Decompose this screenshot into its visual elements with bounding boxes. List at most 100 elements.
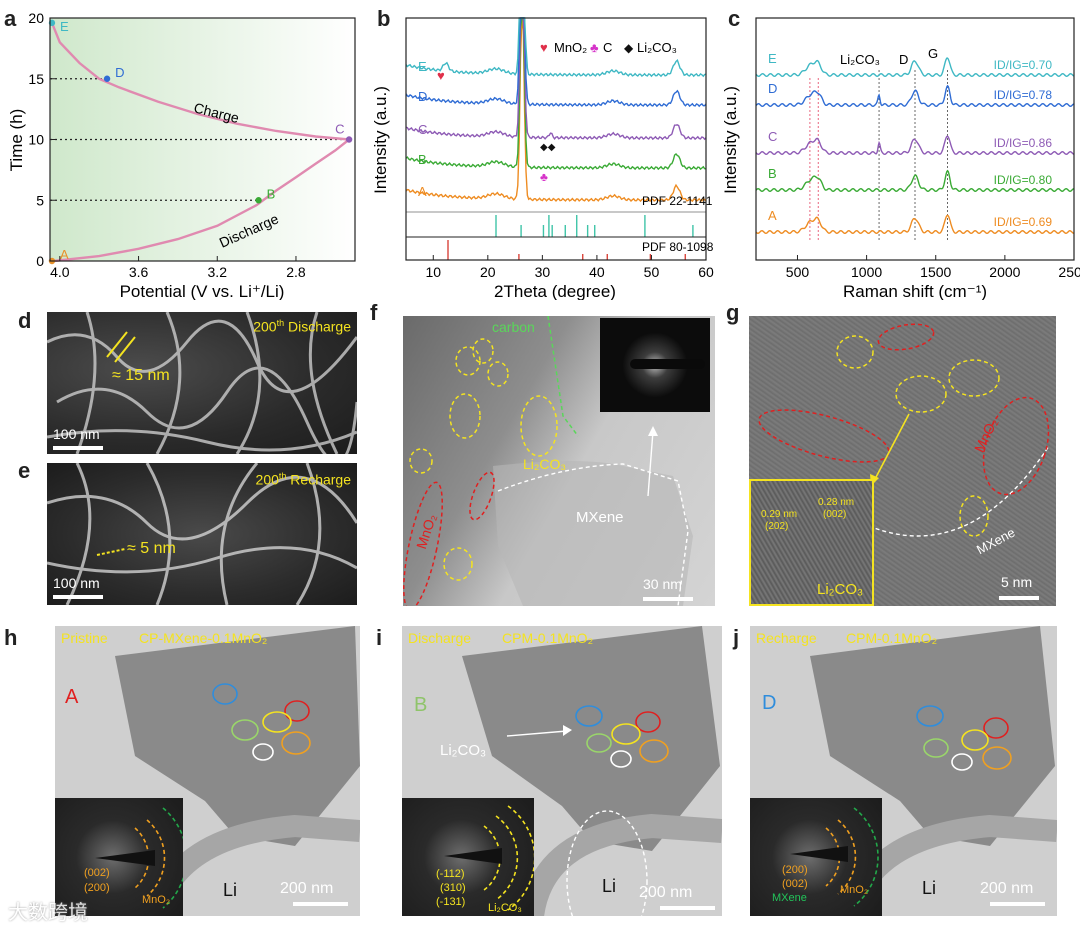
tem-j-li: Li	[922, 878, 937, 898]
sem-d-caption: 200th Discharge	[253, 318, 351, 335]
sem-e-caption: 200th Recharge	[255, 471, 351, 488]
sem-image-discharge: 200th Discharge ≈ 15 nm 100 nm	[47, 312, 357, 454]
chart-a-point-c	[345, 136, 353, 143]
tem-f-scalebar	[643, 597, 693, 601]
tem-f-mxene-label: MXene	[576, 509, 624, 526]
sem-image-recharge: 200th Recharge ≈ 5 nm 100 nm	[47, 463, 357, 605]
chart-b-series-label-d: D	[418, 89, 427, 104]
chart-b-xtick-label: 60	[698, 264, 714, 280]
legend-club-icon: ♣	[590, 40, 599, 55]
chart-b-series-a	[405, 17, 707, 203]
chart-b-series-label-a: A	[418, 184, 427, 199]
chart-c-series-label-b: B	[768, 166, 777, 181]
ring-neg131: (-131)	[436, 896, 466, 908]
ring-200-j: (200)	[782, 864, 808, 876]
chart-b-xtick-label: 50	[644, 264, 660, 280]
chart-a-point-d	[103, 75, 111, 82]
tem-image-f: carbon Li₂CO₃ MnO₂ MXene 30 nm	[403, 316, 715, 606]
peak-label-li2co3: Li₂CO₃	[840, 52, 880, 67]
chart-b-xlabel: 2Theta (degree)	[494, 282, 616, 300]
tem-i-scale-label: 200 nm	[639, 884, 693, 901]
chart-a-ytick-label: 5	[36, 192, 44, 208]
chart-b-xtick-label: 10	[425, 264, 441, 280]
chart-a-series-discharge	[53, 138, 350, 263]
panel-label-i: i	[376, 625, 383, 650]
chart-c-series-b	[755, 169, 1075, 193]
chart-a-ytick-label: 15	[28, 71, 44, 87]
peak-label-d: D	[899, 52, 908, 67]
chart-a-ytick-label: 10	[28, 132, 44, 148]
beam-stop	[630, 359, 705, 369]
legend-li2co3: Li₂CO₃	[637, 40, 677, 55]
chart-c-ratio-a: ID/IG=0.69	[994, 215, 1053, 229]
sem-d-scale-label: 100 nm	[53, 426, 100, 442]
panel-label-h: h	[4, 625, 18, 650]
chart-c-ratio-e: ID/IG=0.70	[994, 58, 1053, 72]
chart-a-ytick-label: 20	[28, 10, 44, 26]
chart-c-xtick-label: 500	[786, 264, 810, 280]
ring-phase-mxene: MXene	[772, 892, 807, 904]
chart-b-series-label-c: C	[418, 122, 427, 137]
panel-label-b: b	[377, 6, 391, 31]
chart-b-xtick-label: 20	[480, 264, 496, 280]
chart-c-series-c	[755, 135, 1075, 156]
chart-a-xlabel: Potential (V vs. Li⁺/Li)	[120, 282, 285, 300]
chart-c-frame	[755, 17, 1075, 261]
tem-h-diffraction-inset: (002) (200)	[55, 798, 183, 916]
tem-j-state: Recharge	[756, 630, 817, 646]
chart-c-xtick-label: 2500	[1058, 264, 1080, 280]
chart-a-xtick-label: 4.0	[50, 264, 70, 280]
inset-d2: 0.28 nm	[818, 497, 855, 508]
ref-label-2: PDF 80-1098	[642, 240, 714, 254]
chart-b-legend: ♥ MnO₂ ♣ C ◆ Li₂CO₃	[540, 40, 677, 55]
chart-c-ratio-b: ID/IG=0.80	[994, 173, 1053, 187]
ring-200: (200)	[84, 882, 110, 894]
tem-j-scale-label: 200 nm	[980, 880, 1034, 897]
chart-c-series-d	[755, 84, 1075, 108]
marker-diamond-icon: ◆◆	[540, 142, 556, 153]
tem-f-li2co3-label: Li₂CO₃	[523, 456, 567, 472]
inset-p1: (202)	[765, 521, 789, 532]
hrtem-g-scalebar	[999, 596, 1039, 600]
panel-label-f: f	[370, 300, 378, 325]
marker-heart-icon: ♥	[437, 68, 445, 83]
tem-h-phase-label: MnO₂	[142, 894, 171, 906]
legend-heart-icon: ♥	[540, 40, 548, 55]
tem-image-h: (002) (200) MnO₂ Pristine CP-MXene-0.1Mn…	[55, 626, 360, 916]
tem-f-diffraction-inset	[600, 318, 710, 412]
chart-b-series-label-e: E	[418, 59, 427, 74]
panel-label-c: c	[728, 6, 741, 31]
chart-c-xtick-label: 1000	[851, 264, 882, 280]
chart-c-xtick-label: 1500	[920, 264, 951, 280]
tem-j-scalebar	[990, 902, 1045, 906]
chart-a-series-charge	[50, 22, 350, 141]
chart-a-point-label-a: A	[60, 247, 69, 262]
ring-310: (310)	[440, 882, 466, 894]
panel-label-e: e	[18, 458, 31, 483]
chart-c-series-e	[755, 57, 1075, 78]
chart-a-ytick-label: 0	[36, 253, 44, 269]
panel-label-d: d	[18, 308, 32, 333]
tem-h-li: Li	[223, 880, 238, 900]
chart-c-xtick-label: 2000	[989, 264, 1020, 280]
hrtem-g-scale-label: 5 nm	[1001, 574, 1033, 590]
chart-b-series-e	[405, 17, 707, 78]
tem-i-marker: B	[414, 694, 428, 716]
watermark: 大数跨境	[8, 902, 88, 924]
chart-c-ratio-d: ID/IG=0.78	[994, 88, 1053, 102]
tem-image-j: (200) (002) MXene MnO₂ Recharge CPM-0.1M…	[750, 626, 1057, 916]
legend-mno2: MnO₂	[554, 40, 587, 55]
legend-c: C	[603, 40, 612, 55]
chart-b-ylabel: Intensity (a.u.)	[371, 86, 390, 194]
tem-h-scale-label: 200 nm	[280, 880, 334, 897]
chart-c-series-label-d: D	[768, 81, 777, 96]
marker-club-icon: ♣	[540, 170, 548, 184]
inset-li2co3: Li₂CO₃	[817, 581, 864, 598]
inset-d1: 0.29 nm	[761, 509, 798, 520]
chart-c-series-a	[755, 214, 1075, 235]
chart-a-xtick-label: 3.2	[208, 264, 228, 280]
tem-image-i: (-112) (310) (-131) Li₂CO₃ Discharge CPM…	[402, 626, 722, 916]
